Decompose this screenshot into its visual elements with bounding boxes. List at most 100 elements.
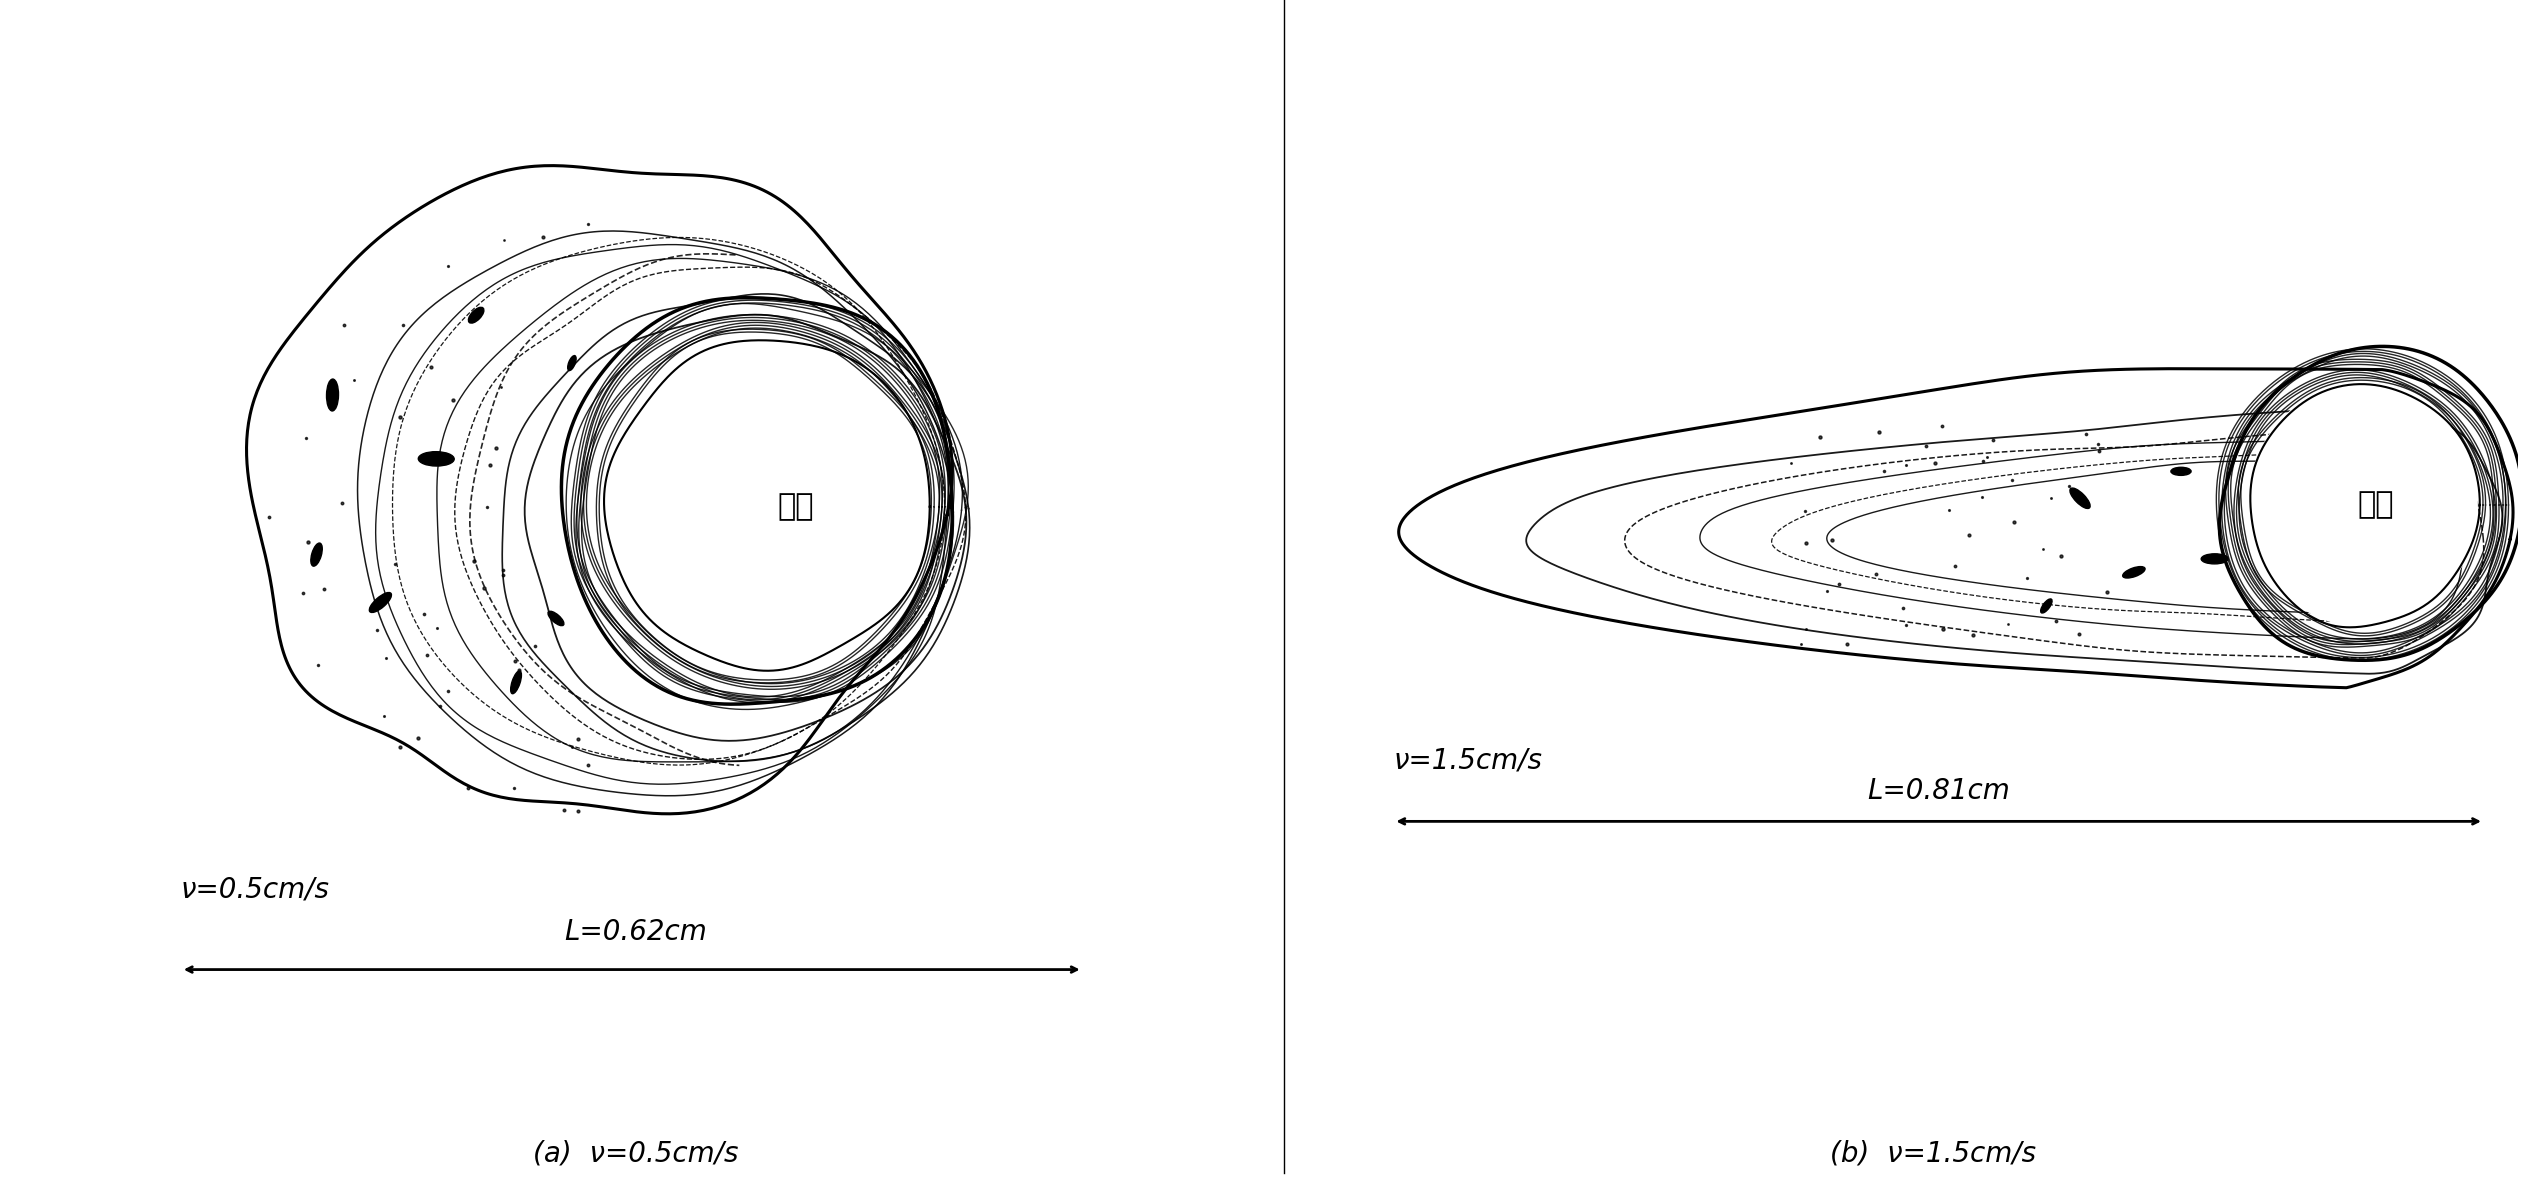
Text: L=0.62cm: L=0.62cm [565, 918, 707, 946]
Ellipse shape [2039, 598, 2052, 613]
Point [2078, 435, 2118, 454]
Point [1953, 625, 1994, 644]
Ellipse shape [369, 593, 392, 613]
Text: ν=0.5cm/s: ν=0.5cm/s [181, 876, 331, 904]
Point [516, 637, 557, 656]
Point [557, 801, 598, 820]
Point [1948, 525, 1989, 545]
Text: L=0.81cm: L=0.81cm [1867, 777, 2009, 804]
Point [483, 230, 524, 249]
Point [2088, 583, 2128, 602]
Point [1785, 533, 1826, 552]
Text: (b)  ν=1.5cm/s: (b) ν=1.5cm/s [1828, 1140, 2037, 1167]
Point [481, 377, 521, 396]
Point [1905, 437, 1945, 456]
Point [282, 583, 323, 602]
Ellipse shape [2172, 467, 2192, 475]
Point [366, 649, 407, 668]
Point [1884, 615, 1925, 634]
Point [303, 579, 343, 598]
Point [1770, 454, 1811, 473]
Point [1973, 431, 2014, 450]
Ellipse shape [2123, 566, 2146, 578]
Point [1780, 634, 1821, 654]
Point [2037, 612, 2078, 631]
Point [2050, 476, 2090, 496]
Text: 屙孔: 屙孔 [778, 492, 814, 521]
Point [420, 697, 460, 716]
Point [1785, 502, 1826, 521]
Point [2032, 488, 2073, 508]
Point [483, 560, 524, 579]
Point [544, 801, 585, 820]
Point [374, 554, 415, 573]
Point [379, 737, 420, 757]
Point [567, 755, 608, 774]
Point [2065, 425, 2106, 444]
Ellipse shape [567, 356, 577, 371]
Point [323, 493, 364, 512]
Point [1923, 417, 1963, 436]
Point [1915, 452, 1956, 472]
Ellipse shape [468, 308, 483, 323]
Point [364, 706, 404, 725]
Point [1818, 575, 1859, 594]
Point [453, 552, 493, 571]
Point [1923, 620, 1963, 639]
Point [463, 579, 504, 598]
Point [1991, 470, 2032, 490]
Point [323, 316, 364, 335]
Ellipse shape [2202, 554, 2228, 564]
Ellipse shape [417, 451, 455, 466]
Point [567, 214, 608, 233]
Point [379, 407, 420, 426]
Point [1887, 456, 1928, 475]
Text: ν=1.5cm/s: ν=1.5cm/s [1394, 747, 1544, 774]
Point [381, 315, 422, 334]
Point [356, 620, 397, 639]
Point [1994, 512, 2034, 531]
Point [427, 256, 468, 275]
Point [1856, 565, 1897, 584]
Point [483, 565, 524, 584]
Point [2078, 440, 2118, 460]
Point [298, 655, 338, 674]
Point [453, 309, 493, 328]
Polygon shape [603, 339, 923, 674]
Point [1800, 427, 1841, 446]
Point [1963, 487, 2004, 506]
Ellipse shape [326, 379, 338, 411]
Point [1966, 448, 2006, 467]
Point [432, 390, 473, 409]
Point [285, 429, 326, 448]
Text: (a)  ν=0.5cm/s: (a) ν=0.5cm/s [534, 1140, 737, 1167]
Point [287, 533, 328, 552]
Point [1882, 598, 1923, 618]
Point [1859, 423, 1900, 442]
Ellipse shape [547, 612, 565, 626]
Point [2006, 569, 2047, 588]
Point [1864, 461, 1905, 480]
Point [1935, 557, 1976, 576]
Point [412, 357, 453, 376]
Point [417, 618, 458, 637]
Point [1963, 451, 2004, 470]
Point [493, 778, 534, 797]
Point [496, 651, 537, 670]
Ellipse shape [2070, 488, 2090, 509]
Text: 屙孔: 屙孔 [2357, 491, 2396, 519]
Point [2022, 540, 2062, 559]
Point [524, 227, 565, 247]
Point [470, 456, 511, 475]
Point [2039, 546, 2080, 565]
Ellipse shape [310, 543, 323, 566]
Point [465, 498, 506, 517]
Point [427, 681, 468, 700]
Point [498, 661, 539, 680]
Point [557, 729, 598, 748]
Point [1808, 582, 1849, 601]
Point [249, 508, 290, 527]
Point [448, 779, 488, 798]
Point [1811, 530, 1851, 549]
Point [2057, 624, 2098, 643]
